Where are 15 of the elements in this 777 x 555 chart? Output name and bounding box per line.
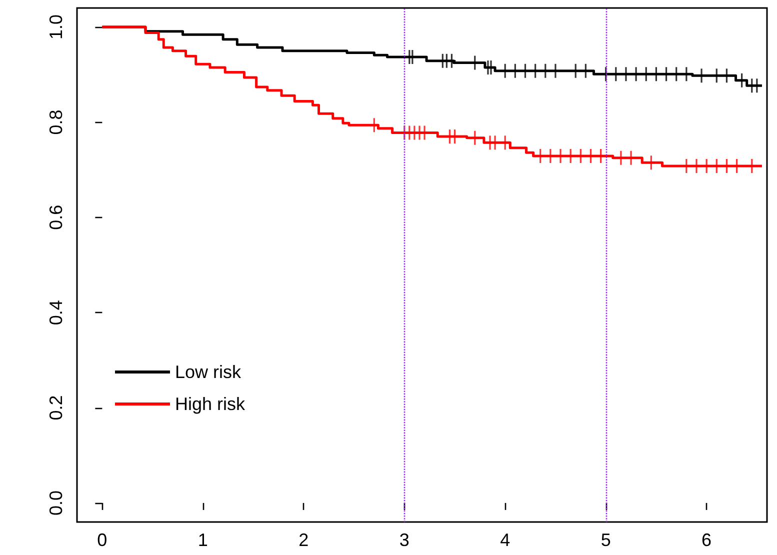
x-tick-label: 5 [600, 530, 611, 550]
y-tick-label: 0.2 [46, 395, 66, 420]
x-tick-label: 0 [97, 530, 108, 550]
y-tick-label: 0.6 [46, 204, 66, 230]
x-tick-label: 4 [500, 530, 510, 550]
legend-label: High risk [175, 394, 246, 414]
x-tick-label: 6 [702, 530, 712, 550]
y-tick-label: 0.4 [46, 300, 66, 326]
y-tick-label: 0.0 [46, 490, 66, 516]
x-tick-label: 2 [298, 530, 309, 550]
y-tick-label: 1.0 [46, 14, 66, 40]
x-tick-label: 3 [399, 530, 410, 550]
legend-label: Low risk [175, 362, 242, 382]
y-tick-label: 0.8 [46, 110, 66, 135]
x-tick-label: 1 [198, 530, 208, 550]
